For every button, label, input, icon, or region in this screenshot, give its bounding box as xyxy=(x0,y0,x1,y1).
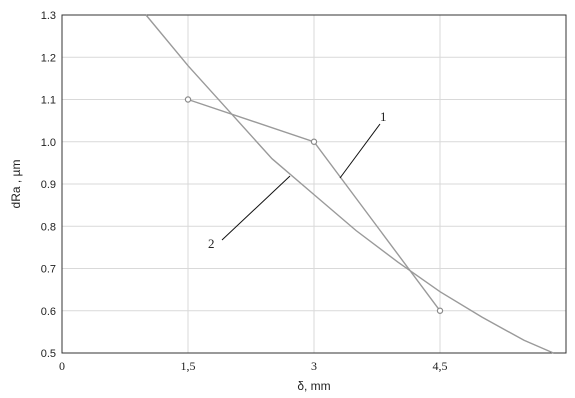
grid xyxy=(62,15,566,353)
y-tick-label: 1.2 xyxy=(41,52,56,64)
leader-line-1 xyxy=(339,123,381,179)
curve-label-leaders xyxy=(221,123,381,241)
y-tick-label: 1.1 xyxy=(41,95,56,107)
x-axis-label: δ, mm xyxy=(297,379,330,393)
y-tick-label: 1.3 xyxy=(41,10,56,22)
x-tick-label: 0 xyxy=(59,359,65,373)
series-2-line xyxy=(145,14,554,354)
series-1-point xyxy=(184,96,192,103)
curve-labels: 12 xyxy=(208,109,387,251)
x-tick-label: 4,5 xyxy=(433,359,448,373)
x-axis-ticks: 0 1,5 3 4,5 xyxy=(59,359,448,373)
series-1-point xyxy=(310,138,318,145)
series-group xyxy=(145,14,554,354)
y-tick-label: 0.9 xyxy=(41,179,56,191)
x-tick-label: 1,5 xyxy=(181,359,196,373)
y-tick-label: 0.6 xyxy=(41,306,56,318)
y-tick-label: 0.8 xyxy=(41,221,56,233)
curve-label-2: 2 xyxy=(208,236,215,251)
plot-frame xyxy=(61,14,567,354)
y-axis-ticks: 0.5 0.6 0.7 0.8 0.9 1.0 1.1 1.2 1.3 xyxy=(41,10,56,360)
series-1-point xyxy=(436,307,444,314)
y-tick-label: 0.5 xyxy=(41,348,56,360)
y-tick-label: 0.7 xyxy=(41,264,56,276)
leader-line-2 xyxy=(221,175,291,241)
curve-label-1: 1 xyxy=(380,109,387,124)
y-axis-label: dRa , µm xyxy=(9,160,23,209)
x-tick-label: 3 xyxy=(311,359,317,373)
y-tick-label: 1.0 xyxy=(41,137,56,149)
